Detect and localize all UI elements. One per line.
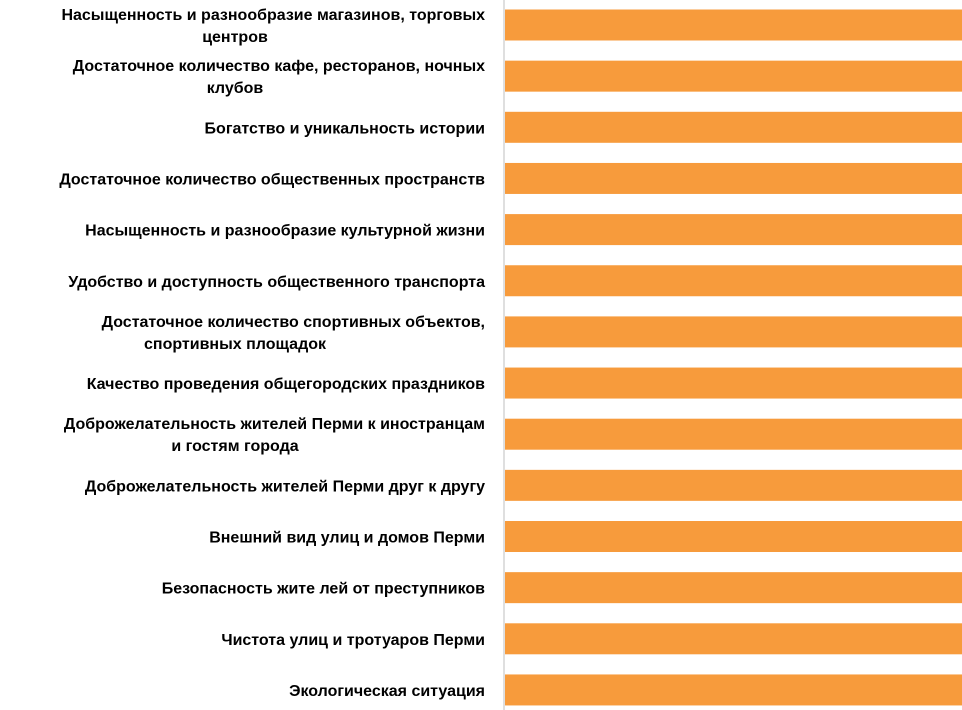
category-label: Чистота улиц и тротуаров Перми [221, 632, 485, 649]
category-label: Экологическая ситуация [289, 683, 485, 700]
category-label-line: Достаточное количество кафе, ресторанов,… [73, 58, 485, 75]
category-label-line: Доброжелательность жителей Перми друг к … [85, 478, 485, 495]
bars-layer [505, 9, 962, 706]
category-label-line: Достаточное количество общественных прос… [59, 171, 485, 188]
category-label: Удобство и доступность общественного тра… [68, 274, 485, 291]
category-label-line: клубов [207, 80, 264, 97]
category-label-line: Безопасность жите лей от преступников [162, 581, 485, 598]
category-label: Внешний вид улиц и домов Перми [209, 530, 485, 547]
category-label-line: и гостям города [171, 438, 298, 455]
category-label: Качество проведения общегородских праздн… [87, 376, 485, 393]
category-label: Доброжелательность жителей Перми к иност… [64, 416, 485, 455]
bar [505, 60, 962, 92]
category-label: Доброжелательность жителей Перми друг к … [85, 478, 485, 495]
category-labels: Насыщенность и разнообразие магазинов, т… [59, 7, 485, 700]
category-label-line: Насыщенность и разнообразие культурной ж… [85, 223, 485, 240]
category-label-line: Богатство и уникальность истории [205, 120, 485, 137]
category-label-line: центров [202, 29, 268, 46]
category-label-line: Экологическая ситуация [289, 683, 485, 700]
category-label: Насыщенность и разнообразие магазинов, т… [61, 7, 485, 46]
bar [505, 674, 962, 706]
category-label-line: Достаточное количество спортивных объект… [102, 314, 485, 331]
bar [505, 162, 962, 194]
category-label: Достаточное количество кафе, ресторанов,… [73, 58, 485, 97]
category-label: Безопасность жите лей от преступников [162, 581, 485, 598]
category-label-line: Доброжелательность жителей Перми к иност… [64, 416, 485, 433]
bar [505, 572, 962, 604]
category-label-line: Чистота улиц и тротуаров Перми [221, 632, 485, 649]
category-label-line: Качество проведения общегородских праздн… [87, 376, 485, 393]
bar [505, 316, 962, 348]
category-label-line: Удобство и доступность общественного тра… [68, 274, 485, 291]
bar [505, 265, 962, 297]
category-label: Достаточное количество спортивных объект… [102, 314, 485, 353]
bar [505, 9, 962, 41]
bar [505, 367, 962, 399]
category-label-line: Насыщенность и разнообразие магазинов, т… [61, 7, 485, 24]
bar [505, 521, 962, 552]
category-label: Богатство и уникальность истории [205, 120, 485, 137]
category-label-line: Внешний вид улиц и домов Перми [209, 530, 485, 547]
category-label-line: спортивных площадок [144, 336, 327, 353]
bar [505, 214, 962, 246]
bar [505, 418, 962, 450]
bar [505, 469, 962, 501]
category-label: Насыщенность и разнообразие культурной ж… [85, 223, 485, 240]
bar [505, 623, 962, 655]
category-label: Достаточное количество общественных прос… [59, 171, 485, 188]
bar [505, 111, 962, 143]
